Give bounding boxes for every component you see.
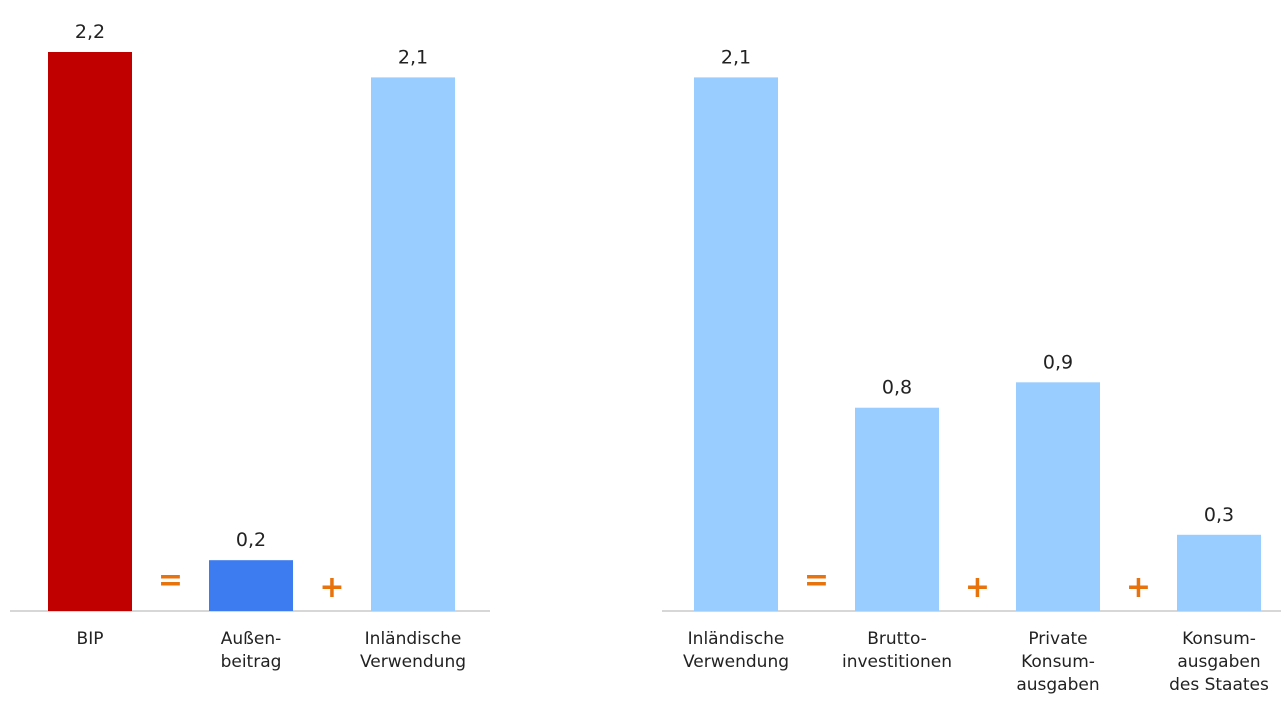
data-label: 0,3 xyxy=(1204,504,1234,526)
data-label: 2,1 xyxy=(721,46,751,68)
category-label: Außen-beitrag xyxy=(221,629,282,672)
category-label: Inländische Verwendung xyxy=(683,629,789,672)
plus-operator: + xyxy=(965,570,990,605)
bar xyxy=(1016,382,1100,611)
data-label: 0,8 xyxy=(882,377,912,399)
category-label: Inländische Verwendung xyxy=(360,629,466,672)
equals-operator: = xyxy=(158,563,183,598)
category-label: BIP xyxy=(77,629,104,649)
data-label: 2,2 xyxy=(75,21,105,43)
bar xyxy=(694,77,778,612)
plus-operator: + xyxy=(1126,570,1151,605)
data-label: 0,9 xyxy=(1043,351,1073,373)
bar xyxy=(855,407,939,611)
data-label: 2,1 xyxy=(398,46,428,68)
bar xyxy=(209,560,293,611)
bar xyxy=(48,52,132,611)
chart-panel-2: 2,1 Inländische Verwendung 0,8 Brutto-invest… xyxy=(662,46,1281,695)
category-label: Konsum-ausgaben des Staates xyxy=(1169,629,1269,695)
equals-operator: = xyxy=(804,563,829,598)
bar xyxy=(371,77,455,612)
category-label: Brutto-investitionen xyxy=(842,629,952,672)
plus-operator: + xyxy=(319,570,344,605)
data-label: 0,2 xyxy=(236,529,266,551)
bar xyxy=(1177,534,1261,611)
category-label: Private Konsum-ausgaben xyxy=(1016,629,1099,695)
chart-panel-1: 2,2 BIP 0,2 Außen-beitrag 2,1 Inländische Verw… xyxy=(10,21,490,672)
